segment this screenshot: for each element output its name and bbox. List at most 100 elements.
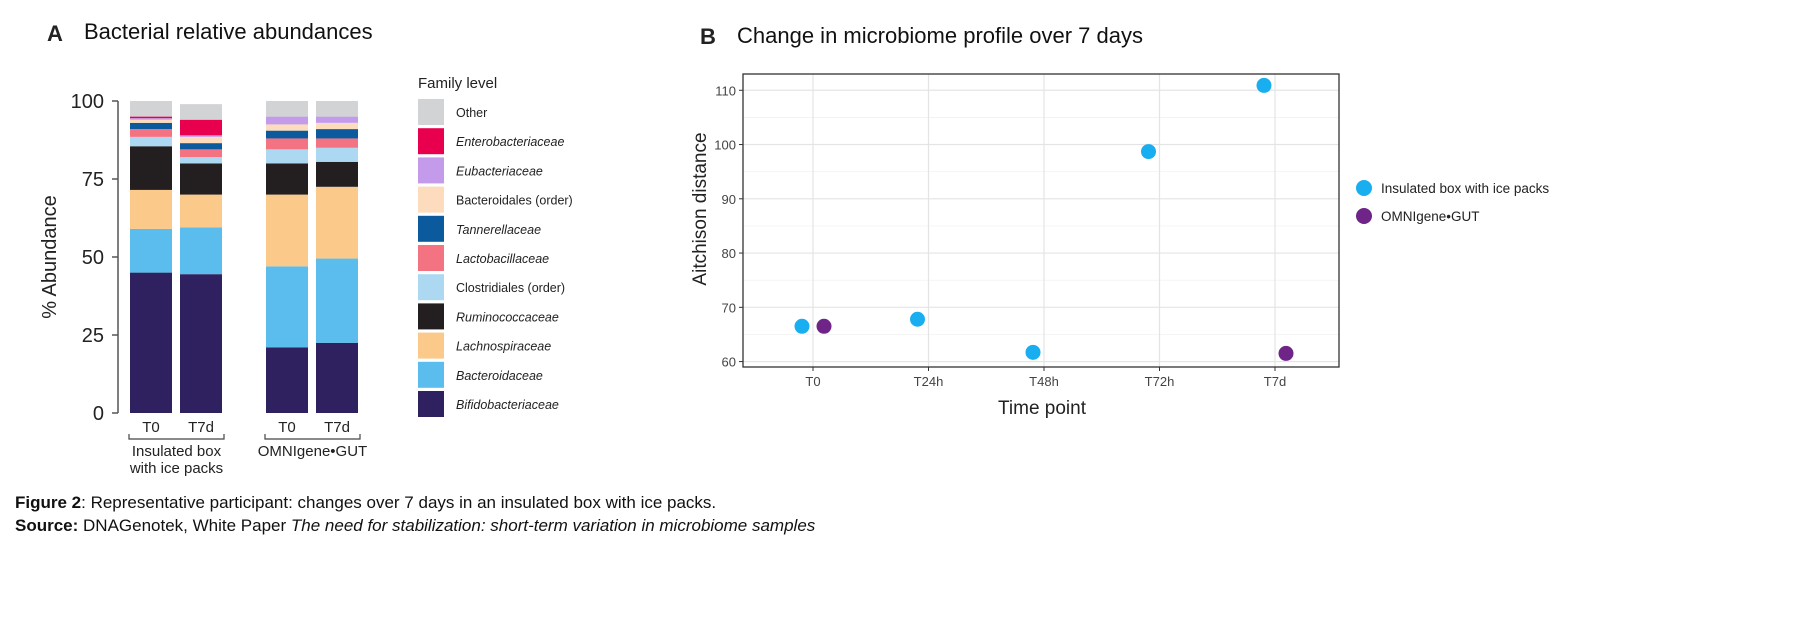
source-caption: Source: DNAGenotek, White Paper The need… xyxy=(15,516,815,536)
bar-segment xyxy=(130,122,172,130)
bar-segment xyxy=(266,138,308,150)
legend-label: Ruminococcaceae xyxy=(456,310,559,324)
bar-segment xyxy=(266,163,308,195)
x-axis-label: Time point xyxy=(998,398,1087,419)
y-tick-label: 90 xyxy=(722,192,736,207)
legend-swatch xyxy=(418,274,444,301)
legend-label: Bacteroidales (order) xyxy=(456,194,573,208)
legend-marker xyxy=(1356,208,1372,224)
y-tick-label: 70 xyxy=(722,300,736,315)
x-tick-label: T72h xyxy=(1145,374,1175,389)
x-tick-label: T0 xyxy=(278,419,296,436)
bar-segment xyxy=(266,194,308,267)
bar-segment xyxy=(130,272,172,413)
group-bracket xyxy=(128,434,225,440)
legend-label: Eubacteriaceae xyxy=(456,164,543,178)
bar-segment xyxy=(316,116,358,123)
bar-segment xyxy=(180,274,222,413)
data-point xyxy=(816,318,832,334)
bar-segment xyxy=(316,258,358,343)
legend-title: Family level xyxy=(418,75,497,92)
x-tick-label: T48h xyxy=(1029,374,1059,389)
bar-segment xyxy=(180,119,222,136)
legend-swatch xyxy=(418,99,444,125)
bar-segment xyxy=(316,147,358,162)
y-tick-label: 100 xyxy=(714,138,736,153)
scatter-chart: 60 70 80 90 100 110 T0 T24h T48h T72h T7d Time poin… xyxy=(690,73,1549,419)
figure-caption: Figure 2: Representative participant: ch… xyxy=(15,493,716,513)
y-tick-label: 25 xyxy=(82,325,104,347)
y-tick-label: 100 xyxy=(71,91,104,113)
bar-segment xyxy=(130,119,172,123)
source-title: The need for stabilization: short-term v… xyxy=(290,516,816,535)
y-tick-label: 50 xyxy=(82,247,104,269)
y-tick-label: 60 xyxy=(722,355,736,370)
legend-label: Bacteroidaceae xyxy=(456,369,543,383)
legend-swatch xyxy=(418,157,444,184)
group-label: with ice packs xyxy=(129,460,223,477)
bar-segment xyxy=(316,186,358,259)
bar-segment xyxy=(266,116,308,125)
bar-segment xyxy=(180,143,222,150)
legend-swatch xyxy=(418,391,444,417)
legend-label: Bifidobacteriaceae xyxy=(456,398,559,412)
legend-swatch xyxy=(418,128,444,155)
legend-swatch xyxy=(418,303,444,330)
bar-segment xyxy=(266,130,308,139)
legend-swatch xyxy=(418,245,444,271)
y-axis-label: Aitchison distance xyxy=(690,132,711,285)
group-label: OMNIgene•GUT xyxy=(258,443,367,460)
plot-frame xyxy=(742,73,1340,368)
bar-segment xyxy=(316,342,358,413)
bar-segment xyxy=(316,138,358,148)
data-point xyxy=(1256,77,1272,93)
x-tick-label: T7d xyxy=(1264,374,1286,389)
bar-segment xyxy=(180,157,222,164)
legend-label: Clostridiales (order) xyxy=(456,281,565,295)
bar-segment xyxy=(180,163,222,195)
bar-segment xyxy=(130,129,172,137)
legend-label: Lachnospiraceae xyxy=(456,340,551,354)
legend-marker xyxy=(1356,180,1372,196)
legend-swatch xyxy=(418,186,444,213)
data-point xyxy=(1141,144,1156,160)
bar-segment xyxy=(180,136,222,144)
bar-segment xyxy=(316,122,358,130)
stacked-bar-chart: 0 25 50 75 100 % Abundance T0 T7d T0 T7d Insulated… xyxy=(39,75,573,477)
bar-segment xyxy=(130,136,172,147)
source-label: Source: xyxy=(15,516,79,535)
group-label: Insulated box xyxy=(132,443,222,460)
bar-segment xyxy=(130,101,172,117)
figure-label: Figure 2 xyxy=(15,493,82,512)
bar-segment xyxy=(266,266,308,348)
bar-segment xyxy=(316,161,358,187)
panel-b-title: Change in microbiome profile over 7 days xyxy=(737,23,1143,48)
bar-segment xyxy=(180,194,222,228)
bar-segment xyxy=(180,227,222,275)
x-tick-label: T7d xyxy=(188,419,214,436)
legend-swatch xyxy=(418,361,444,388)
bar-segment xyxy=(266,347,308,413)
bar-segment xyxy=(130,189,172,229)
bar-segment xyxy=(130,118,172,120)
x-tick-label: T24h xyxy=(914,374,944,389)
panel-a-letter: A xyxy=(47,21,63,46)
panel-a-title: Bacterial relative abundances xyxy=(84,19,373,44)
x-tick-label: T7d xyxy=(324,419,350,436)
legend-label: Enterobacteriaceae xyxy=(456,135,564,149)
x-tick-label: T0 xyxy=(142,419,160,436)
y-tick-label: 75 xyxy=(82,169,104,191)
y-tick-label: 110 xyxy=(715,83,736,98)
bar-segment xyxy=(316,101,358,117)
x-tick-label: T0 xyxy=(805,374,820,389)
bar-segment xyxy=(180,149,222,158)
figure-caption-text: : Representative participant: changes ov… xyxy=(81,493,717,512)
legend-label: Other xyxy=(456,106,487,120)
legend-label: OMNIgene•GUT xyxy=(1381,209,1480,224)
legend-label: Lactobacillaceae xyxy=(456,252,549,266)
bar-segment xyxy=(180,135,222,137)
data-point xyxy=(1025,344,1041,360)
group-bracket xyxy=(264,434,361,440)
bar-segment xyxy=(266,149,308,164)
y-axis-label: % Abundance xyxy=(39,195,61,318)
